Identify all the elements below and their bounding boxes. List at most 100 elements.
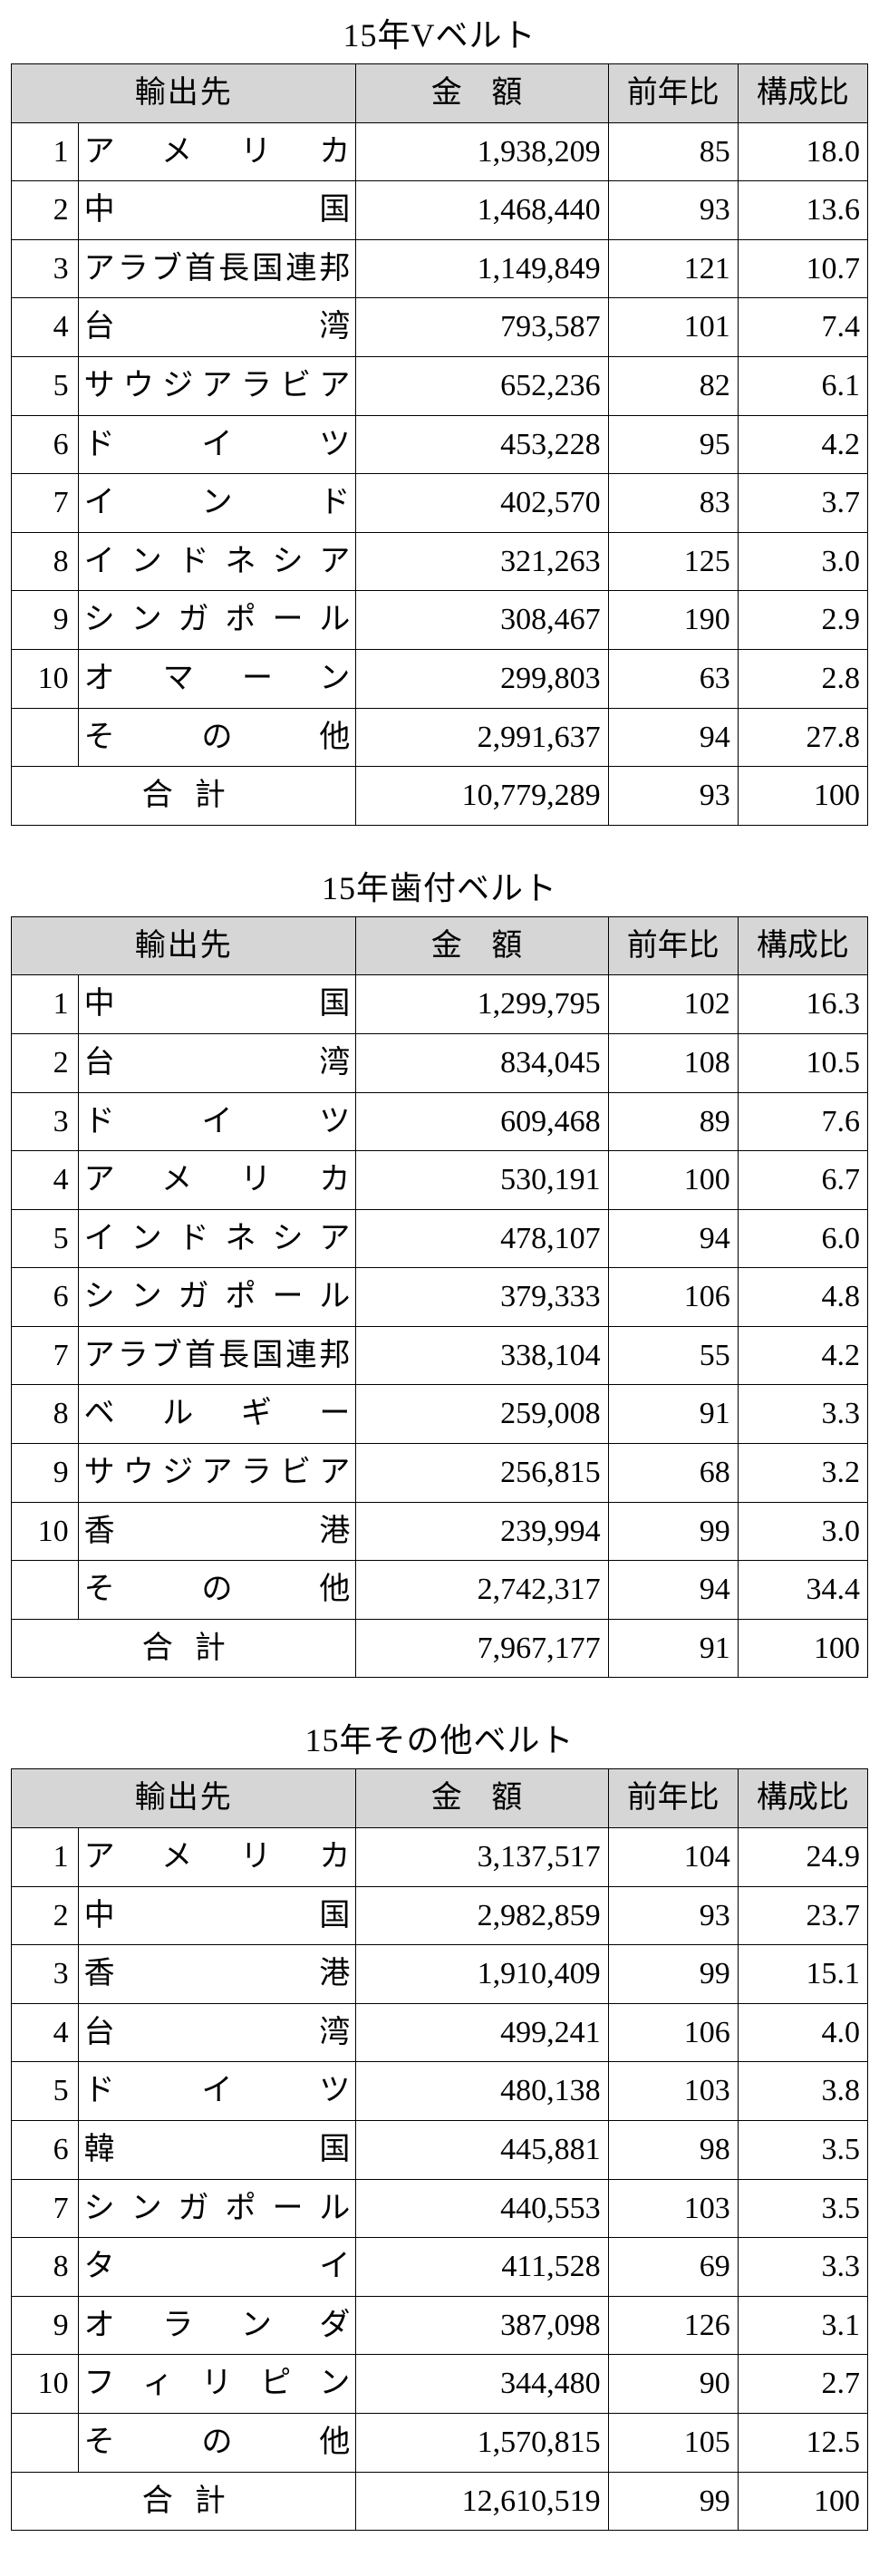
table-title: 15年歯付ベルト — [11, 862, 868, 909]
rank-cell: 7 — [12, 2179, 79, 2238]
ratio-cell: 3.5 — [738, 2121, 867, 2180]
table-row: 4台湾793,5871017.4 — [12, 298, 868, 357]
rank-cell: 3 — [12, 239, 79, 298]
destination-cell: アラブ首長国連邦 — [78, 239, 356, 298]
rank-cell: 1 — [12, 1828, 79, 1887]
amount-cell: 1,149,849 — [356, 239, 608, 298]
amount-cell: 445,881 — [356, 2121, 608, 2180]
yoy-cell: 126 — [608, 2296, 738, 2355]
table-row: 1中国1,299,79510216.3 — [12, 975, 868, 1034]
header-destination: 輸出先 — [12, 916, 356, 975]
table-row: 3アラブ首長国連邦1,149,84912110.7 — [12, 239, 868, 298]
amount-cell: 530,191 — [356, 1151, 608, 1210]
ratio-cell: 3.3 — [738, 1385, 867, 1444]
rank-cell: 4 — [12, 298, 79, 357]
table-row: 7シンガポール440,5531033.5 — [12, 2179, 868, 2238]
ratio-cell: 3.3 — [738, 2238, 867, 2297]
amount-cell: 338,104 — [356, 1326, 608, 1385]
header-ratio: 構成比 — [738, 1769, 867, 1828]
table-title: 15年その他ベルト — [11, 1714, 868, 1761]
rank-cell — [12, 708, 79, 767]
destination-cell: サウジアラビア — [78, 1444, 356, 1503]
yoy-cell: 85 — [608, 122, 738, 181]
amount-cell: 1,938,209 — [356, 122, 608, 181]
yoy-cell: 103 — [608, 2179, 738, 2238]
rank-cell: 3 — [12, 1945, 79, 2004]
table-title: 15年Vベルト — [11, 9, 868, 56]
total-row: 合計7,967,17791100 — [12, 1619, 868, 1678]
amount-cell: 1,299,795 — [356, 975, 608, 1034]
destination-cell: 香港 — [78, 1945, 356, 2004]
total-row: 合計10,779,28993100 — [12, 767, 868, 826]
other-row: その他2,991,6379427.8 — [12, 708, 868, 767]
yoy-cell: 103 — [608, 2062, 738, 2121]
ratio-cell: 3.8 — [738, 2062, 867, 2121]
destination-cell: 中国 — [78, 975, 356, 1034]
yoy-cell: 82 — [608, 356, 738, 415]
ratio-cell: 6.7 — [738, 1151, 867, 1210]
destination-cell: フィリピン — [78, 2355, 356, 2414]
yoy-cell: 95 — [608, 415, 738, 474]
yoy-cell: 94 — [608, 1209, 738, 1268]
amount-cell: 480,138 — [356, 2062, 608, 2121]
destination-cell: アメリカ — [78, 1828, 356, 1887]
destination-cell: 韓国 — [78, 2121, 356, 2180]
destination-cell: オランダ — [78, 2296, 356, 2355]
yoy-cell: 106 — [608, 1268, 738, 1327]
ratio-cell: 10.7 — [738, 239, 867, 298]
yoy-cell: 100 — [608, 1151, 738, 1210]
destination-cell: ベルギー — [78, 1385, 356, 1444]
destination-cell: サウジアラビア — [78, 356, 356, 415]
export-table: 15年歯付ベルト輸出先金 額前年比構成比1中国1,299,79510216.32… — [11, 862, 868, 1679]
amount-cell: 2,742,317 — [356, 1561, 608, 1620]
destination-cell: インド — [78, 474, 356, 533]
destination-cell: 香港 — [78, 1502, 356, 1561]
destination-cell: アラブ首長国連邦 — [78, 1326, 356, 1385]
destination-cell: オマーン — [78, 649, 356, 708]
yoy-cell: 93 — [608, 767, 738, 826]
table-row: 9オランダ387,0981263.1 — [12, 2296, 868, 2355]
ratio-cell: 4.2 — [738, 415, 867, 474]
header-amount: 金 額 — [356, 64, 608, 123]
amount-cell: 609,468 — [356, 1092, 608, 1151]
rank-cell — [12, 2413, 79, 2472]
ratio-cell: 4.8 — [738, 1268, 867, 1327]
rank-cell: 7 — [12, 474, 79, 533]
ratio-cell: 4.0 — [738, 2003, 867, 2062]
amount-cell: 402,570 — [356, 474, 608, 533]
rank-cell: 6 — [12, 1268, 79, 1327]
yoy-cell: 108 — [608, 1033, 738, 1092]
data-table: 輸出先金 額前年比構成比1アメリカ3,137,51710424.92中国2,98… — [11, 1768, 868, 2531]
export-table: 15年Vベルト輸出先金 額前年比構成比1アメリカ1,938,2098518.02… — [11, 9, 868, 826]
table-row: 10香港239,994993.0 — [12, 1502, 868, 1561]
destination-cell: 台湾 — [78, 298, 356, 357]
yoy-cell: 106 — [608, 2003, 738, 2062]
header-amount: 金 額 — [356, 1769, 608, 1828]
ratio-cell: 2.9 — [738, 591, 867, 650]
yoy-cell: 90 — [608, 2355, 738, 2414]
amount-cell: 793,587 — [356, 298, 608, 357]
yoy-cell: 102 — [608, 975, 738, 1034]
ratio-cell: 18.0 — [738, 122, 867, 181]
rank-cell: 8 — [12, 2238, 79, 2297]
yoy-cell: 190 — [608, 591, 738, 650]
table-row: 1アメリカ3,137,51710424.9 — [12, 1828, 868, 1887]
rank-cell: 4 — [12, 1151, 79, 1210]
ratio-cell: 15.1 — [738, 1945, 867, 2004]
yoy-cell: 69 — [608, 2238, 738, 2297]
table-row: 5インドネシア478,107946.0 — [12, 1209, 868, 1268]
table-row: 6シンガポール379,3331064.8 — [12, 1268, 868, 1327]
destination-cell: インドネシア — [78, 1209, 356, 1268]
yoy-cell: 93 — [608, 181, 738, 240]
table-row: 6ドイツ453,228954.2 — [12, 415, 868, 474]
amount-cell: 379,333 — [356, 1268, 608, 1327]
table-row: 2台湾834,04510810.5 — [12, 1033, 868, 1092]
yoy-cell: 121 — [608, 239, 738, 298]
destination-cell: インドネシア — [78, 532, 356, 591]
ratio-cell: 3.2 — [738, 1444, 867, 1503]
data-table: 輸出先金 額前年比構成比1中国1,299,79510216.32台湾834,04… — [11, 916, 868, 1679]
destination-cell: アメリカ — [78, 1151, 356, 1210]
destination-cell: 台湾 — [78, 1033, 356, 1092]
other-label: その他 — [78, 1561, 356, 1620]
amount-cell: 321,263 — [356, 532, 608, 591]
